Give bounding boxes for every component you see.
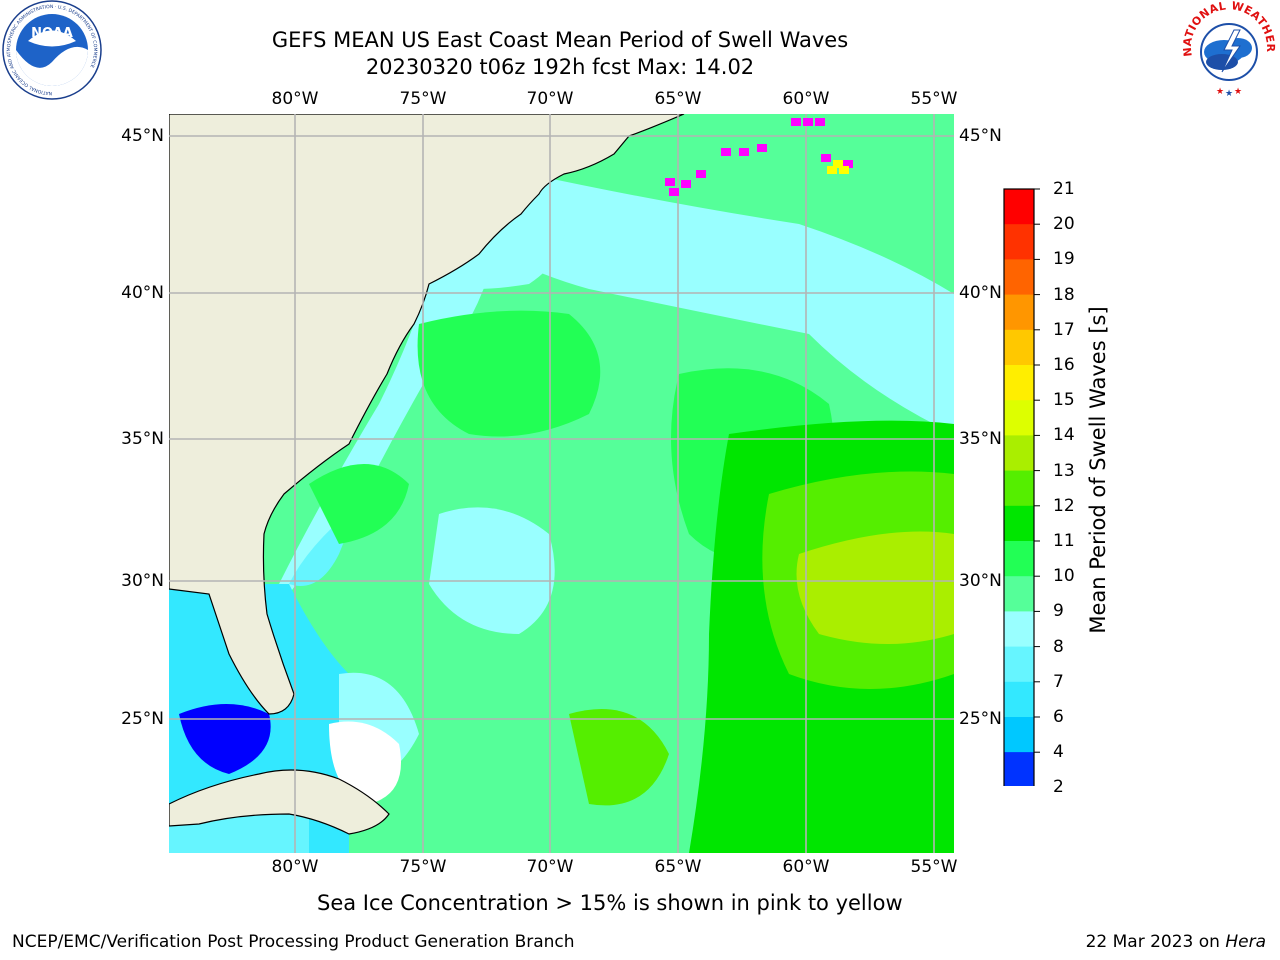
lon-tick-bottom: 75°W <box>399 857 447 877</box>
sea-ice-note: Sea Ice Concentration > 15% is shown in … <box>317 891 903 915</box>
sea-ice-cell <box>803 118 813 126</box>
lat-tick-left: 30°N <box>121 571 164 591</box>
cuba-land <box>169 769 390 835</box>
chart-title: GEFS MEAN US East Coast Mean Period of S… <box>271 28 849 52</box>
sea-ice-markers <box>665 118 853 196</box>
lon-tick-bottom: 70°W <box>526 857 574 877</box>
colorbar-tick-label: 17 <box>1053 319 1075 340</box>
colorbar-segment <box>1004 400 1034 436</box>
lat-tick-left: 45°N <box>121 126 164 146</box>
lon-tick-bottom: 80°W <box>271 857 319 877</box>
north-america-land <box>169 114 685 715</box>
lon-tick-bottom: 65°W <box>654 857 702 877</box>
colorbar-tick-label: 20 <box>1053 214 1075 235</box>
colorbar-tick-label: 11 <box>1053 531 1075 551</box>
sea-ice-cell <box>843 160 853 168</box>
lon-tick-bottom: 55°W <box>910 857 958 877</box>
colorbar-tick-label: 15 <box>1053 390 1075 411</box>
sea-ice-cell <box>739 148 749 156</box>
colorbar-segment <box>1004 646 1034 683</box>
sea-ice-cell <box>721 148 731 156</box>
colorbar-segment <box>1004 611 1034 648</box>
lon-tick-top: 65°W <box>654 89 702 109</box>
sea-ice-cell <box>833 160 843 168</box>
svg-text:★: ★ <box>1234 87 1242 97</box>
colorbar-tick-label: 7 <box>1053 671 1064 692</box>
lon-tick-top: 60°W <box>782 89 830 109</box>
lat-tick-right: 40°N <box>959 283 1002 303</box>
colorbar-segment <box>1004 224 1034 260</box>
footer-branch: NCEP/EMC/Verification Post Processing Pr… <box>12 932 575 952</box>
sea-ice-cell <box>791 118 801 126</box>
lat-tick-right: 35°N <box>959 429 1002 449</box>
colorbar-title: Mean Period of Swell Waves [s] <box>1086 306 1110 634</box>
lon-tick-top: 75°W <box>399 89 447 109</box>
colorbar-segment <box>1004 752 1034 786</box>
sea-ice-cell <box>757 144 767 152</box>
colorbar-segment <box>1004 435 1034 472</box>
sea-ice-cell <box>827 166 837 174</box>
lat-tick-left: 35°N <box>121 429 164 449</box>
lat-tick-right: 25°N <box>959 709 1002 729</box>
noaa-logo-text: NOAA <box>31 26 73 41</box>
swell-period-map <box>169 114 954 853</box>
colorbar-outline <box>1003 188 1035 786</box>
sea-ice-cell <box>665 178 675 186</box>
lat-lon-grid <box>169 114 954 853</box>
sea-ice-cell <box>815 118 825 126</box>
sea-ice-cell <box>669 188 679 196</box>
colorbar-tick-label: 14 <box>1053 425 1075 446</box>
colorbar-segment <box>1004 576 1034 612</box>
lat-tick-left: 40°N <box>121 283 164 303</box>
svg-text:★: ★ <box>1216 87 1224 97</box>
colorbar-tick-label: 13 <box>1053 460 1075 481</box>
colorbar-segment <box>1004 541 1034 577</box>
lat-tick-right: 30°N <box>959 571 1002 591</box>
footer-machine: Hera <box>1225 932 1266 952</box>
colorbar-segment <box>1004 681 1034 718</box>
sea-ice-cell <box>696 170 706 178</box>
sea-ice-cell <box>681 180 691 188</box>
sea-ice-cell <box>839 166 849 174</box>
noaa-logo: NOAA NATIONAL OCEANIC AND ATMOSPHERIC AD… <box>2 0 102 100</box>
colorbar-tick-label: 18 <box>1053 284 1075 305</box>
colorbar <box>1003 188 1040 786</box>
colorbar-tick-label: 4 <box>1053 742 1064 763</box>
svg-text:★: ★ <box>1225 89 1233 99</box>
colorbar-segment <box>1004 329 1034 366</box>
footer-date-text: 22 Mar 2023 on <box>1085 932 1226 952</box>
colorbar-tick-label: 9 <box>1053 601 1064 622</box>
colorbar-tick-label: 10 <box>1053 566 1075 587</box>
footer-date: 22 Mar 2023 on Hera <box>1086 932 1266 952</box>
lon-tick-top: 55°W <box>910 89 958 109</box>
colorbar-segment <box>1004 505 1034 542</box>
colorbar-segment <box>1004 365 1034 401</box>
colorbar-segment <box>1004 717 1034 753</box>
lon-tick-bottom: 60°W <box>782 857 830 877</box>
lat-tick-right: 45°N <box>959 126 1002 146</box>
lon-tick-top: 70°W <box>526 89 574 109</box>
lat-tick-left: 25°N <box>121 709 164 729</box>
colorbar-tick-label: 8 <box>1053 636 1064 657</box>
colorbar-tick-label: 19 <box>1053 249 1075 270</box>
colorbar-segment <box>1004 470 1034 507</box>
nws-logo: NATIONAL WEATHER SERVICE ★ ★ ★ <box>1178 0 1277 99</box>
chart-subtitle: 20230320 t06z 192h fcst Max: 14.02 <box>365 55 755 79</box>
colorbar-tick-label: 16 <box>1053 355 1075 375</box>
colorbar-segment <box>1004 189 1034 225</box>
colorbar-segment <box>1004 294 1034 331</box>
colorbar-tick-label: 2 <box>1053 777 1064 798</box>
colorbar-segment <box>1004 259 1034 296</box>
lon-tick-top: 80°W <box>271 89 319 109</box>
colorbar-tick-label: 21 <box>1053 179 1075 199</box>
sea-ice-cell <box>821 154 831 162</box>
colorbar-tick-label: 12 <box>1053 495 1075 516</box>
colorbar-tick-label: 6 <box>1053 707 1064 727</box>
